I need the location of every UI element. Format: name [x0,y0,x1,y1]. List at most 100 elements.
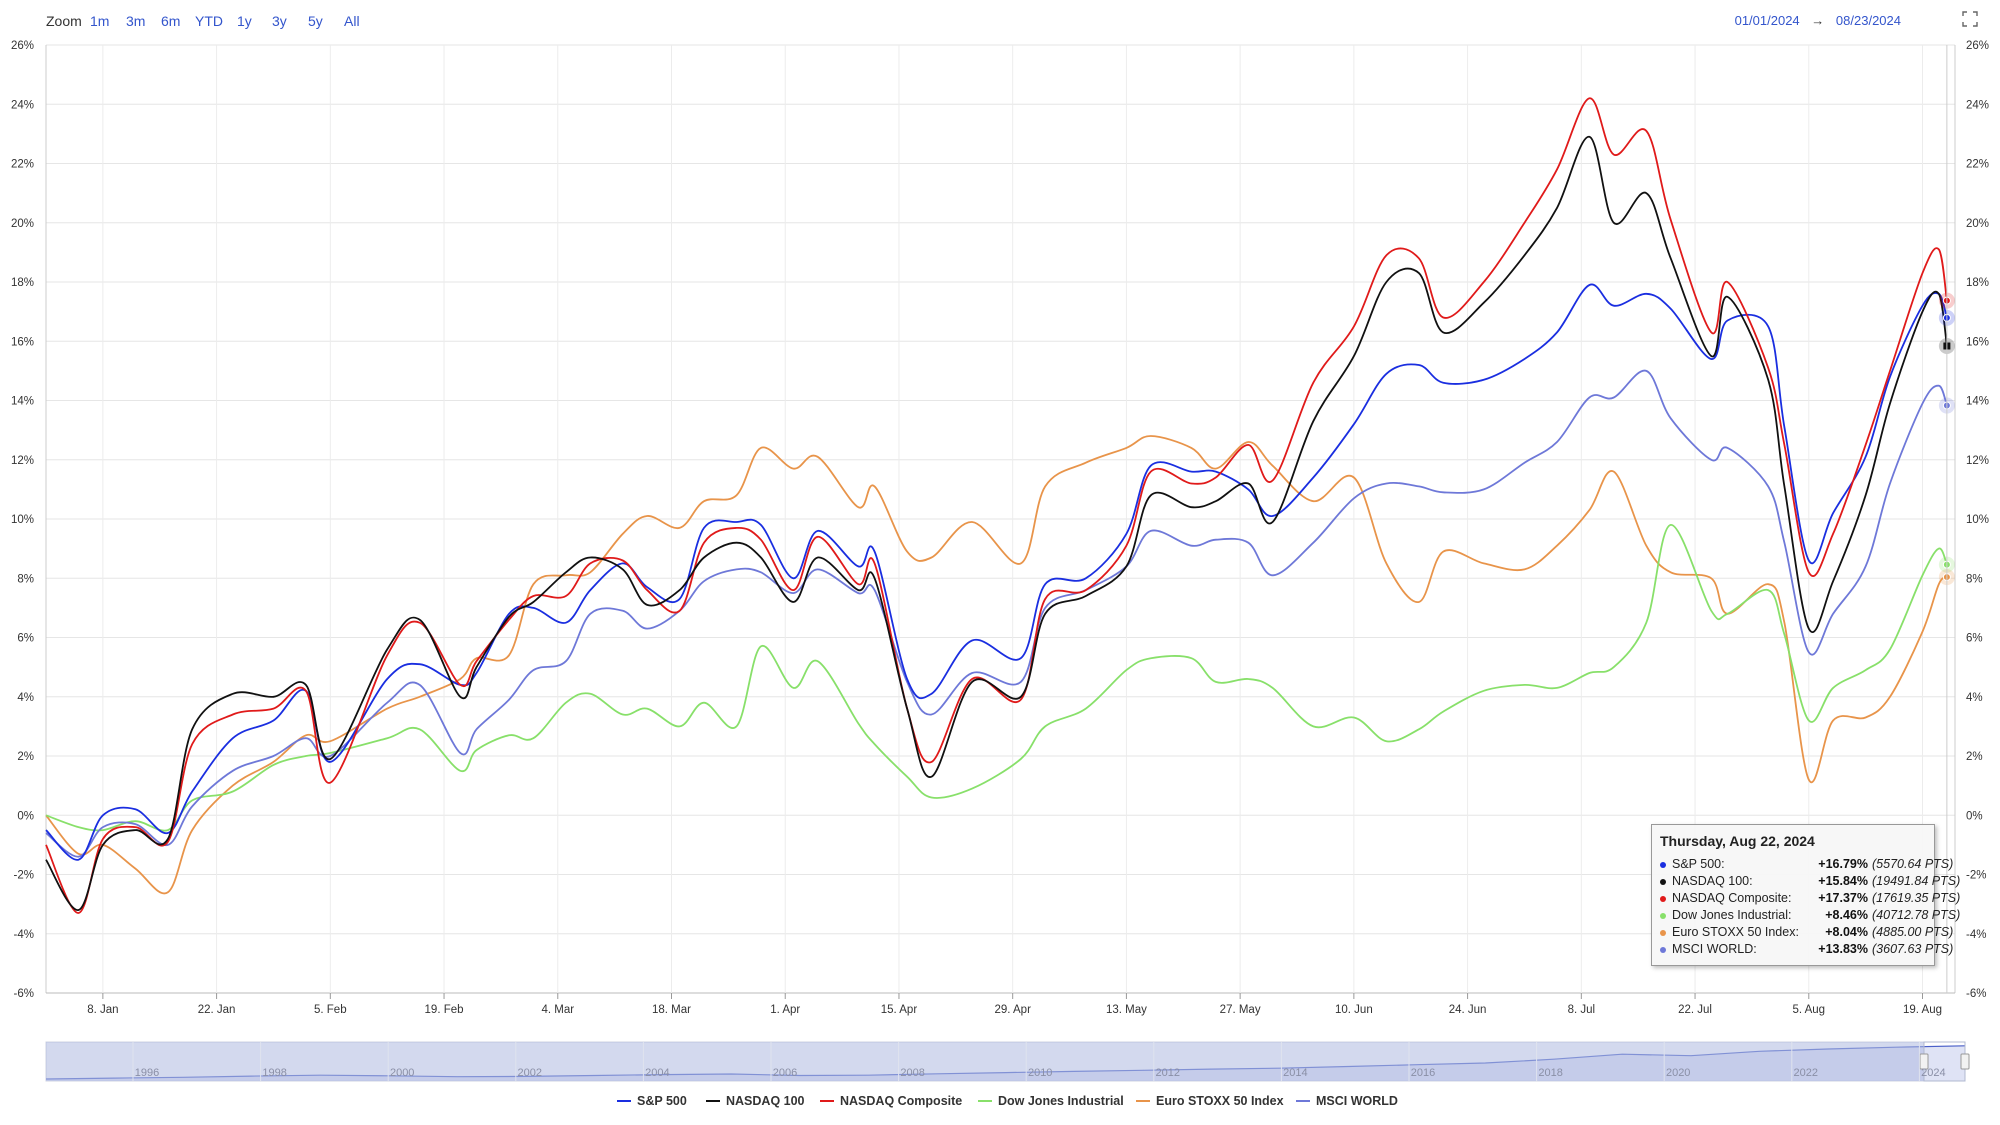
legend-swatch [820,1099,834,1102]
y-tick-label-right: 10% [1966,514,1989,526]
x-tick-label: 10. Jun [1335,1004,1373,1016]
x-tick-label: 13. May [1106,1004,1147,1016]
tooltip-dot [1660,896,1666,902]
y-tick-label-right: -2% [1966,870,1986,882]
legend-item-eurostoxx[interactable]: Euro STOXX 50 Index [1136,1094,1284,1108]
series-line-dow-jones [45,524,1948,832]
tooltip-dot [1660,879,1666,885]
tooltip-dot [1660,913,1666,919]
tooltip-row-sp500: S&P 500: +16.79% (5570.64 PTS) [1660,857,1953,874]
tooltip-percent: +13.83% [1818,942,1868,956]
tooltip-points: (5570.64 PTS) [1872,857,1954,871]
chart-grid [45,44,1956,994]
x-tick-label: 5. Aug [1792,1004,1825,1016]
chart-tooltip: Thursday, Aug 22, 2024 S&P 500: +16.79% … [1651,824,1960,966]
x-tick-label: 22. Jul [1678,1004,1712,1016]
zoom-all-button[interactable]: All [344,13,360,29]
tooltip-points: (4885.00 PTS) [1872,925,1954,939]
legend-item-sp500[interactable]: S&P 500 [617,1094,687,1108]
series-line-sp500 [45,283,1948,861]
navigator-year-label: 2022 [1794,1067,1818,1079]
x-tick-label: 19. Aug [1903,1004,1942,1016]
legend-label: Dow Jones Industrial [998,1094,1124,1108]
y-tick-label-right: 18% [1966,277,1989,289]
tooltip-percent: +8.04% [1825,925,1868,939]
y-tick-label-left: 12% [11,455,34,467]
zoom-3m-button[interactable]: 3m [126,13,146,29]
legend-swatch [1296,1099,1310,1102]
y-tick-label-right: 20% [1966,218,1989,230]
y-tick-label-right: 6% [1966,633,1983,645]
y-tick-label-left: -4% [14,929,34,941]
navigator-year-label: 1998 [262,1067,286,1079]
y-tick-label-right: 2% [1966,751,1983,763]
navigator-year-label: 2002 [518,1067,542,1079]
navigator-year-label: 2008 [900,1067,924,1079]
tooltip-series-name: Dow Jones Industrial: [1672,908,1792,922]
tooltip-percent: +8.46% [1825,908,1868,922]
legend-item-nasdaq100[interactable]: NASDAQ 100 [706,1094,805,1108]
chart-series [45,97,1948,914]
navigator-year-label: 2020 [1666,1067,1690,1079]
zoom-ytd-button[interactable]: YTD [195,13,223,29]
tooltip-points: (19491.84 PTS) [1872,874,1961,888]
y-tick-label-right: 4% [1966,692,1983,704]
y-tick-label-left: 14% [11,396,34,408]
series-line-nasdaq-composite [45,97,1948,914]
navigator: 1996 1998 2000 2002 2004 2006 2008 2010 2012 2014… [45,1041,1970,1082]
series-line-nasdaq100 [45,135,1948,911]
range-from-input[interactable]: 01/01/2024 [1734,13,1800,28]
x-tick-label: 1. Apr [770,1004,800,1016]
chart-markers [1938,45,1955,993]
zoom-6m-button[interactable]: 6m [161,13,181,29]
zoom-3y-button[interactable]: 3y [272,13,287,29]
y-tick-label-left: 2% [17,751,34,763]
range-to-input[interactable]: 08/23/2024 [1835,13,1901,28]
x-tick-label: 18. Mar [652,1004,691,1016]
y-tick-label-right: 12% [1966,455,1989,467]
tooltip-series-name: NASDAQ 100: [1672,874,1753,888]
zoom-5y-button[interactable]: 5y [308,13,323,29]
legend-item-dow-jones[interactable]: Dow Jones Industrial [978,1094,1124,1108]
tooltip-percent: +15.84% [1818,874,1868,888]
x-axis: 8. Jan 22. Jan 5. Feb 19. Feb 4. Mar 18. Mar 1… [87,993,1942,1016]
navigator-handle-right[interactable] [1960,1053,1970,1070]
navigator-handle-left[interactable] [1919,1053,1929,1070]
y-tick-label-left: 6% [17,633,34,645]
legend-swatch [1136,1099,1150,1102]
expand-icon[interactable] [1962,11,1978,27]
tooltip-series-name: MSCI WORLD: [1672,942,1757,956]
x-tick-label: 24. Jun [1449,1004,1487,1016]
x-tick-label: 19. Feb [425,1004,464,1016]
zoom-1m-button[interactable]: 1m [90,13,110,29]
x-tick-label: 8. Jan [87,1004,118,1016]
chart-legend: S&P 500 NASDAQ 100 NASDAQ Composite Dow … [0,1094,2000,1114]
y-axis-right: 26% 24% 22% 20% 18% 16% 14% 12% 10% 8% 6% 4% 2% 0% -2%… [1966,40,1989,1000]
tooltip-row-dow-jones: Dow Jones Industrial: +8.46% (40712.78 P… [1660,908,1960,925]
legend-swatch [978,1099,992,1102]
legend-item-msci-world[interactable]: MSCI WORLD [1296,1094,1398,1108]
tooltip-series-name: S&P 500: [1672,857,1725,871]
tooltip-row-nasdaq100: NASDAQ 100: +15.84% (19491.84 PTS) [1660,874,1960,891]
navigator-year-label: 2006 [773,1067,797,1079]
legend-label: MSCI WORLD [1316,1094,1398,1108]
legend-label: S&P 500 [637,1094,687,1108]
x-tick-label: 15. Apr [881,1004,918,1016]
y-axis-left: 26% 24% 22% 20% 18% 16% 14% 12% 10% 8% 6% 4% 2% 0% -2%… [11,40,34,1000]
series-line-eurostoxx [45,435,1948,895]
zoom-1y-button[interactable]: 1y [237,13,252,29]
legend-item-nasdaq-composite[interactable]: NASDAQ Composite [820,1094,962,1108]
legend-swatch [706,1099,720,1102]
x-tick-label: 4. Mar [541,1004,574,1016]
navigator-year-label: 2000 [390,1067,414,1079]
y-tick-label-right: 24% [1966,99,1989,111]
navigator-mask [46,1042,1924,1081]
x-tick-label: 29. Apr [994,1004,1031,1016]
navigator-year-label: 2012 [1156,1067,1180,1079]
y-tick-label-right: 26% [1966,40,1989,52]
y-tick-label-left: 24% [11,99,34,111]
navigator-year-label: 2016 [1411,1067,1435,1079]
x-tick-label: 5. Feb [314,1004,347,1016]
tooltip-series-name: NASDAQ Composite: [1672,891,1792,905]
